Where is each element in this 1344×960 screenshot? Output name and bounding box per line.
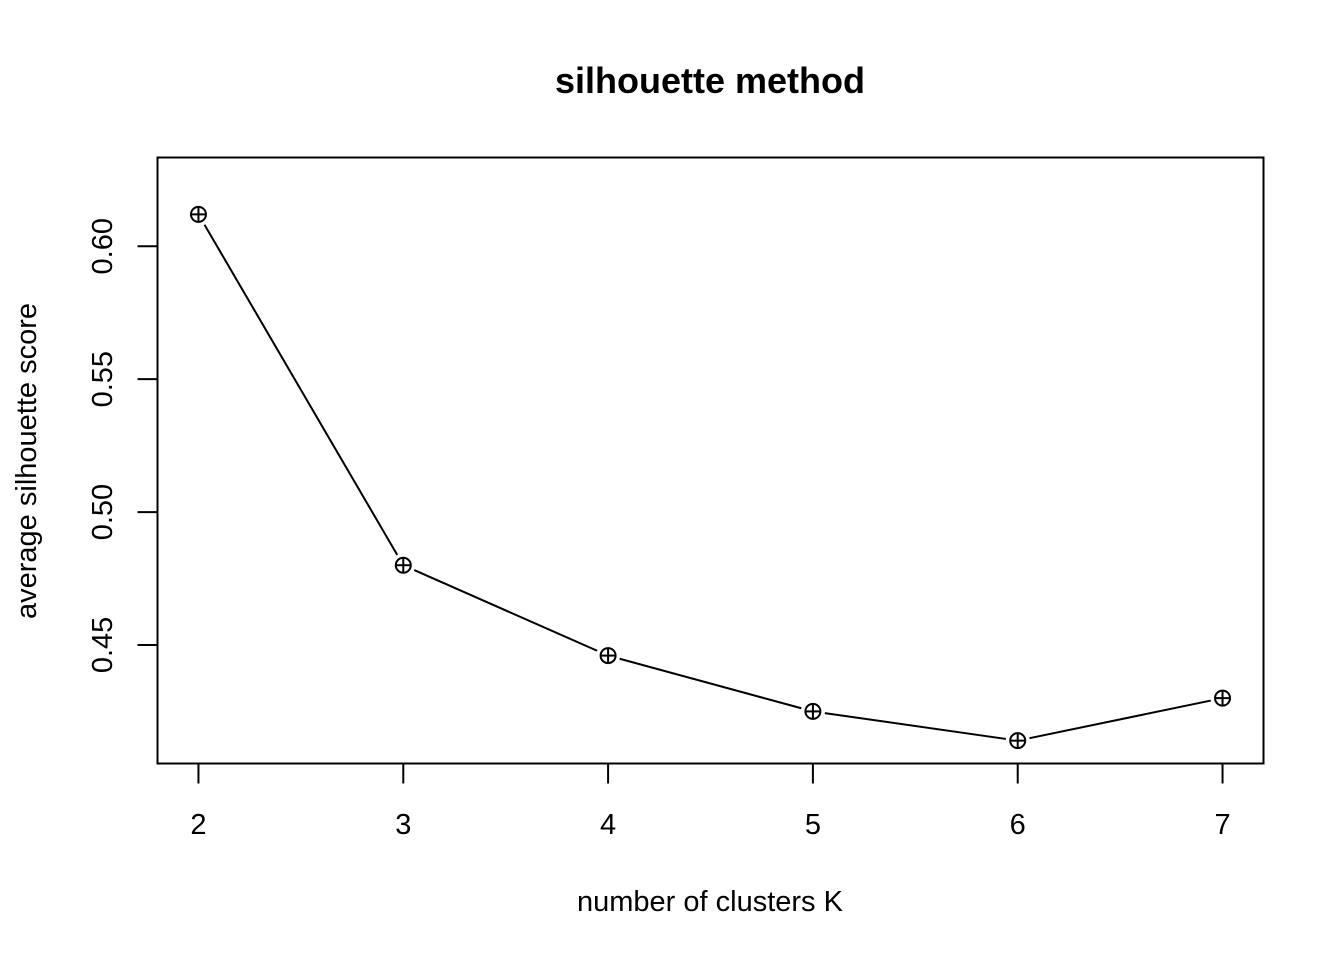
x-tick-label: 4	[600, 809, 616, 841]
x-tick-label: 5	[805, 809, 821, 841]
y-tick-label: 0.45	[87, 617, 119, 673]
x-tick-label: 2	[190, 809, 206, 841]
y-tick-label: 0.55	[87, 351, 119, 407]
series-segment	[203, 224, 399, 556]
x-axis-label: number of clusters K	[577, 886, 844, 918]
y-axis: 0.45 0.50 0.55 0.60	[87, 218, 159, 673]
x-tick-label: 6	[1010, 809, 1026, 841]
data-point	[599, 647, 617, 665]
data-point	[189, 205, 207, 223]
x-tick-label: 7	[1214, 809, 1230, 841]
data-point	[1214, 689, 1232, 707]
y-tick-label: 0.60	[87, 218, 119, 274]
x-axis: 2 3 4 5 6 7	[190, 762, 1231, 841]
chart-title: silhouette method	[555, 60, 865, 101]
series-segment	[619, 657, 802, 710]
plot-frame	[156, 156, 1265, 765]
data-point	[804, 702, 822, 720]
x-tick-label: 3	[395, 809, 411, 841]
y-tick-label: 0.50	[87, 484, 119, 540]
y-axis-label: average silhouette score	[11, 303, 43, 619]
series-segment	[1029, 699, 1211, 740]
series-segment	[413, 569, 598, 652]
series-layer	[189, 205, 1232, 750]
data-point	[394, 556, 412, 574]
data-point	[1009, 732, 1027, 750]
series-segment	[824, 712, 1006, 740]
